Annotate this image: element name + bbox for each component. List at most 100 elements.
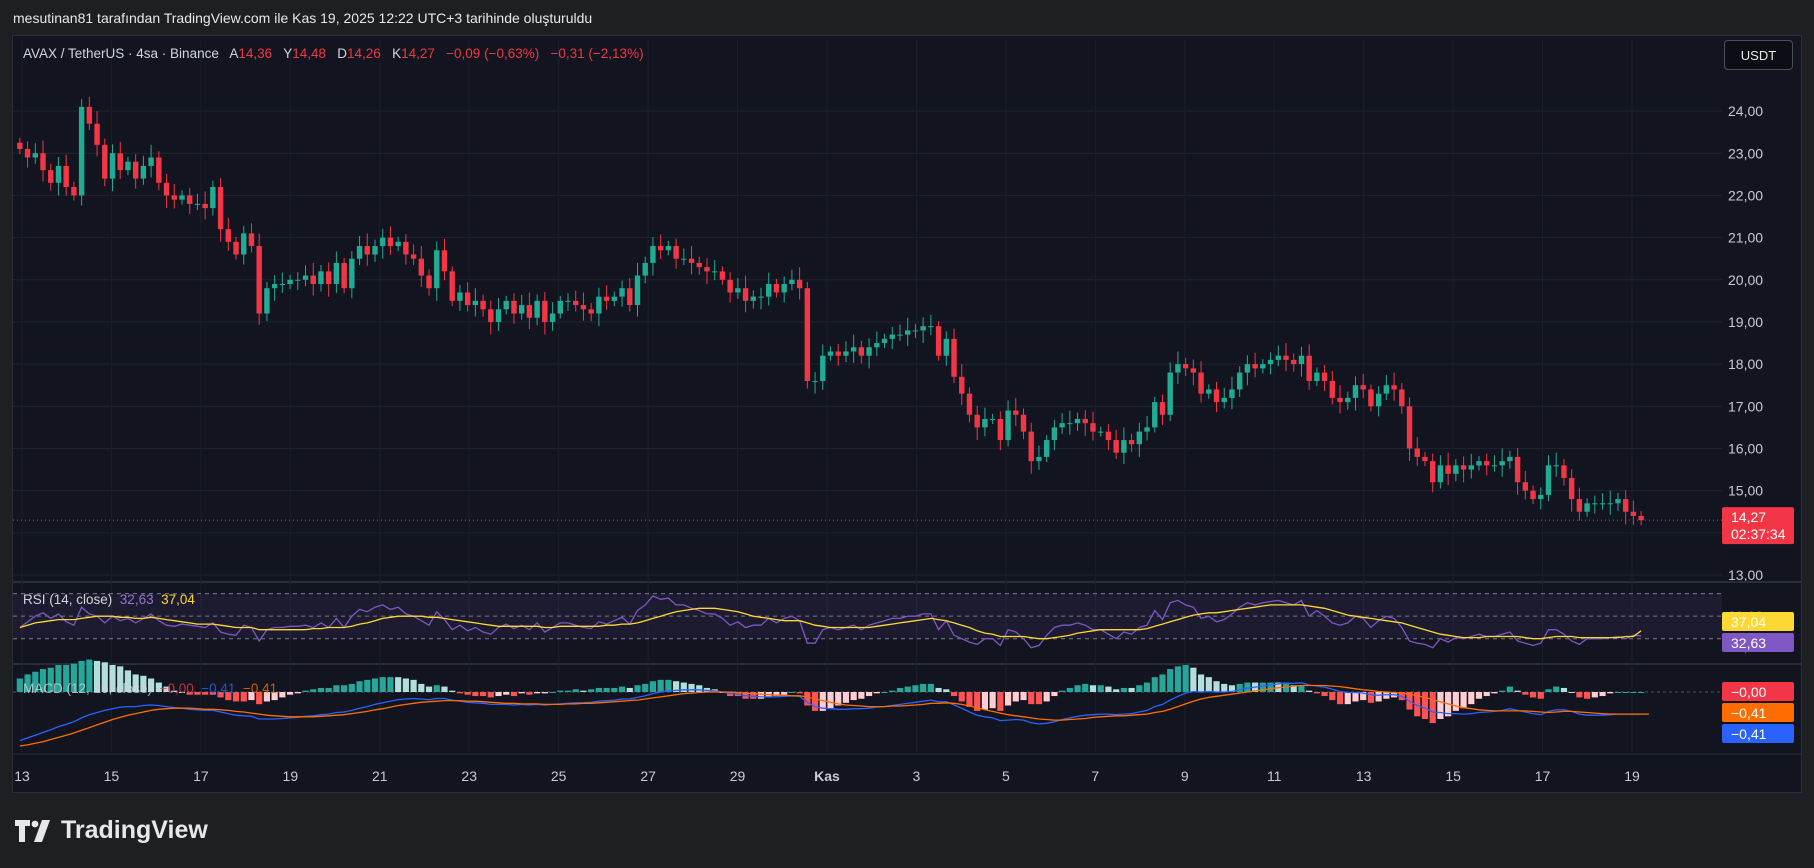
candle-body	[681, 258, 687, 260]
macd-hist-bar	[256, 692, 263, 705]
candle-body	[1615, 499, 1621, 504]
candle-body	[372, 246, 378, 255]
candle-body	[1082, 418, 1088, 424]
candle-body	[1198, 372, 1204, 394]
macd-hist-value: −0,00	[159, 681, 194, 696]
candle-body	[920, 326, 926, 331]
time-tick-label: 9	[1181, 768, 1189, 784]
macd-hist-bar	[109, 665, 116, 692]
macd-hist-bar	[1306, 690, 1313, 692]
currency-button[interactable]: USDT	[1724, 40, 1793, 70]
macd-hist-bar	[209, 692, 216, 695]
macd-hist-bar	[580, 690, 587, 692]
candle-body	[1538, 494, 1544, 500]
macd-hist-bar	[1568, 692, 1575, 693]
macd-hist-bar	[47, 667, 54, 692]
candle-body	[179, 195, 185, 200]
macd-title[interactable]: MACD (12, 26, close)	[23, 681, 153, 696]
macd-hist-bar	[1228, 685, 1236, 692]
high-label: Y	[283, 46, 293, 61]
candle-body	[32, 153, 39, 158]
macd-hist-bar	[1375, 692, 1382, 702]
low-value: 14,26	[347, 46, 381, 61]
candle-body	[1306, 355, 1312, 381]
rsi-title[interactable]: RSI (14, close)	[23, 592, 113, 607]
tradingview-logo-icon	[15, 819, 50, 842]
candle-body	[1383, 385, 1390, 394]
macd-hist-bar	[217, 692, 224, 698]
macd-hist-bar	[24, 674, 31, 692]
time-tick-label: 13	[1356, 768, 1372, 784]
candle-body	[480, 300, 486, 310]
candle-body	[1036, 456, 1042, 462]
macd-hist-bar	[1514, 690, 1521, 692]
candle-body	[966, 393, 973, 415]
macd-hist-bar	[464, 692, 471, 695]
macd-hist-bar	[819, 692, 826, 711]
candle-body	[766, 284, 772, 297]
symbol-title[interactable]: AVAX / TetherUS · 4sa · Binance	[23, 46, 219, 61]
candle-body	[117, 153, 123, 171]
last-price-badge-value: 14,27	[1731, 509, 1766, 525]
macd-hist-bar	[1236, 683, 1243, 692]
macd-hist-bar	[171, 690, 178, 692]
candle-body	[271, 284, 278, 289]
macd-hist-bar	[1499, 690, 1506, 692]
candle-body	[704, 267, 710, 272]
candle-body	[248, 233, 255, 247]
close-label: K	[392, 46, 402, 61]
macd-hist-bar	[1638, 692, 1645, 693]
macd-hist-bar	[479, 692, 487, 697]
candle-body	[1043, 440, 1050, 457]
candle-body	[1144, 427, 1150, 432]
macd-hist-bar	[163, 686, 170, 692]
candle-body	[812, 381, 818, 382]
macd-hist-bar	[1522, 692, 1529, 695]
candle-body	[781, 284, 787, 293]
close-value: 14,27	[401, 46, 435, 61]
candle-body	[874, 343, 880, 348]
candle-body	[295, 279, 301, 281]
candle-body	[1221, 397, 1227, 403]
candle-body	[773, 284, 780, 293]
macd-hist-bar	[1089, 685, 1097, 692]
candle-body	[905, 330, 911, 335]
macd-hist-bar	[989, 692, 996, 709]
candle-body	[727, 279, 733, 293]
candle-body	[1267, 359, 1274, 365]
candle-body	[1592, 503, 1598, 505]
candle-body	[1522, 482, 1529, 491]
macd-hist-bar	[1383, 692, 1390, 699]
candle-body	[341, 262, 347, 289]
candle-body	[1090, 423, 1096, 432]
candle-body	[1013, 410, 1019, 415]
macd-hist-bar	[1197, 674, 1205, 692]
macd-hist-bar	[1244, 682, 1251, 692]
candle-body	[325, 271, 332, 284]
macd-hist-bar	[788, 692, 795, 693]
candle-body	[48, 170, 54, 183]
macd-hist-bar	[1329, 692, 1336, 701]
candle-body	[1568, 478, 1575, 500]
candle-body	[750, 296, 756, 301]
price-tick-label: 22,00	[1728, 187, 1763, 203]
time-tick-label: 15	[1445, 768, 1461, 784]
candle-body	[943, 338, 950, 356]
macd-hist-bar	[1120, 687, 1127, 692]
rsi-value: 32,63	[119, 592, 154, 607]
candle-body	[642, 262, 648, 276]
macd-hist-bar	[225, 692, 232, 701]
candle-body	[573, 300, 579, 306]
candle-body	[55, 165, 62, 183]
candle-body	[1468, 465, 1474, 470]
macd-badge	[1722, 703, 1794, 722]
macd-hist-bar	[549, 692, 556, 693]
macd-hist-bar	[804, 692, 811, 706]
macd-hist-bar	[611, 687, 618, 692]
macd-hist-bar	[950, 692, 958, 697]
candle-body	[1476, 461, 1482, 466]
macd-hist-bar	[688, 683, 695, 692]
open-label: A	[229, 46, 239, 61]
candle-body	[1020, 414, 1027, 432]
